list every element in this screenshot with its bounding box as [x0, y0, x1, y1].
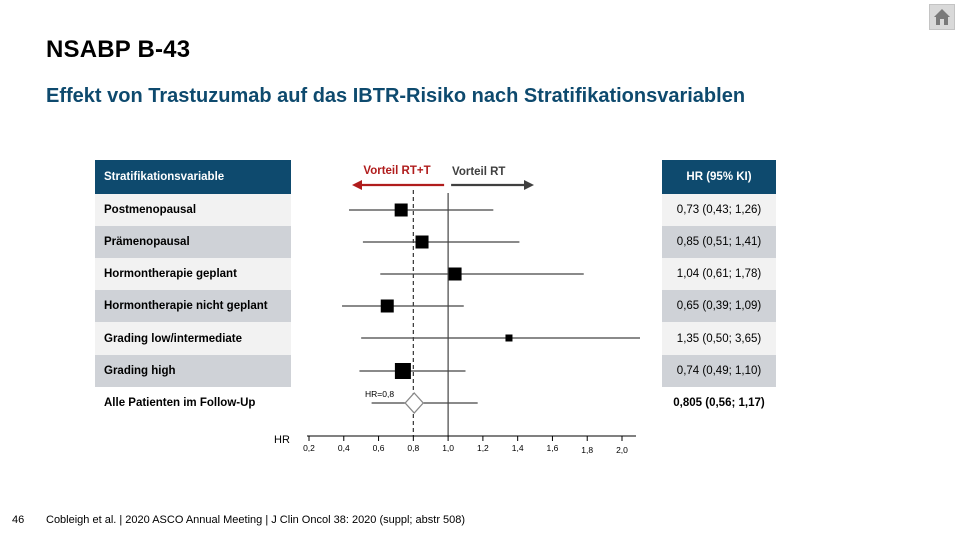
x-tick-label: 1,0: [442, 443, 454, 453]
table-row-label: Hormontherapie nicht geplant: [95, 290, 291, 322]
overall-diamond: [404, 392, 425, 414]
x-tick-label: 0,8: [407, 443, 419, 453]
page-title: NSABP B-43: [46, 36, 191, 63]
point-estimate: [394, 363, 411, 379]
arrow-left-head: [352, 180, 362, 190]
point-estimate: [394, 203, 408, 217]
overall-hr-label: HR=0,8: [365, 389, 394, 399]
citation: Cobleigh et al. | 2020 ASCO Annual Meeti…: [46, 514, 466, 526]
home-icon: [934, 9, 950, 25]
point-estimate: [505, 334, 513, 342]
table-row-hr: 0,805 (0,56; 1,17): [662, 387, 776, 419]
table-row-hr: 0,65 (0,39; 1,09): [662, 290, 776, 322]
table-row-label: Grading low/intermediate: [95, 322, 291, 355]
table-row-label: Postmenopausal: [95, 194, 291, 226]
x-tick-label: 1,6: [547, 443, 559, 453]
x-tick-label: 0,4: [338, 443, 350, 453]
point-estimate: [380, 299, 394, 313]
point-estimate: [415, 235, 429, 249]
x-tick-label: 1,2: [477, 443, 489, 453]
x-tick-label: 1,8: [581, 445, 593, 455]
arrow-right-label: Vorteil RT: [452, 166, 505, 178]
x-tick-label: 0,2: [303, 443, 315, 453]
x-tick-label: 1,4: [512, 443, 524, 453]
table-row-label: Prämenopausal: [95, 226, 291, 258]
page-subtitle: Effekt von Trastuzumab auf das IBTR-Risi…: [46, 85, 746, 107]
table-row-label: Alle Patienten im Follow-Up: [95, 387, 291, 419]
table-row-hr: 0,73 (0,43; 1,26): [662, 194, 776, 226]
x-tick-label: 2,0: [616, 445, 628, 455]
table-row-hr: 0,85 (0,51; 1,41): [662, 226, 776, 258]
table-row-hr: 0,74 (0,49; 1,10): [662, 355, 776, 387]
table-header-variable: Stratifikationsvariable: [95, 160, 291, 194]
table-row-label: Hormontherapie geplant: [95, 258, 291, 290]
x-axis-label: HR: [274, 434, 290, 446]
table-row-hr: 1,35 (0,50; 3,65): [662, 322, 776, 355]
home-button[interactable]: [929, 4, 955, 30]
x-tick-label: 0,6: [373, 443, 385, 453]
table-row-label: Grading high: [95, 355, 291, 387]
table-row-hr: 1,04 (0,61; 1,78): [662, 258, 776, 290]
page-number: 46: [12, 514, 25, 526]
arrow-right-head: [524, 180, 534, 190]
point-estimate: [448, 267, 462, 281]
table-header-hr: HR (95% KI): [662, 160, 776, 194]
arrow-left-label: Vorteil RT+T: [363, 165, 430, 177]
